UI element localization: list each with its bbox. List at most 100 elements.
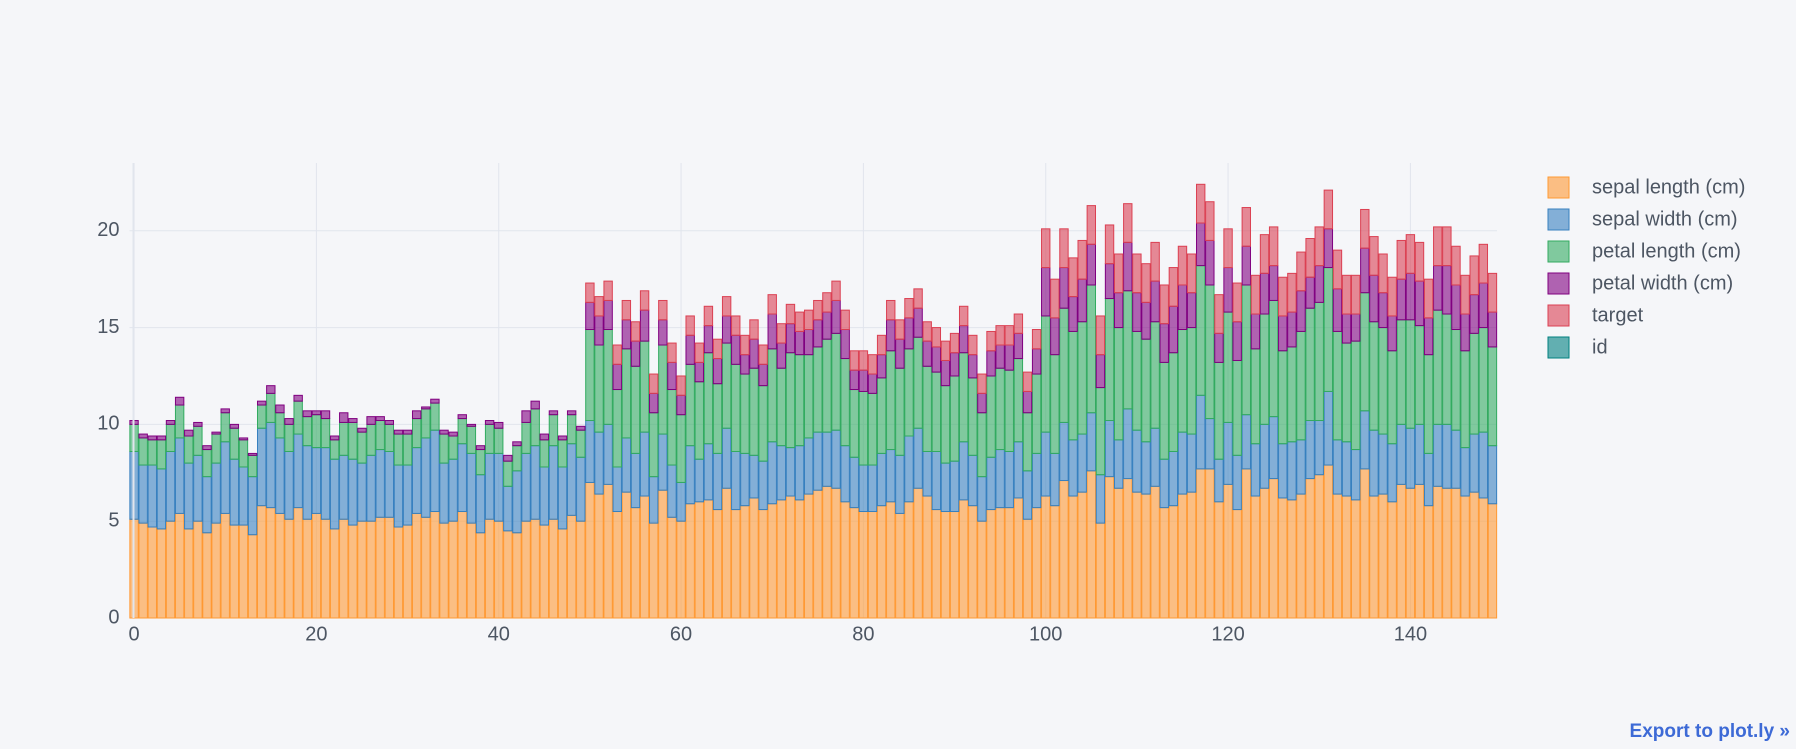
bar (1050, 278, 1060, 319)
y-tick-label: 0 (108, 606, 119, 628)
bar (986, 350, 996, 377)
bar (138, 464, 148, 524)
bar (329, 458, 340, 530)
bar (621, 348, 632, 439)
bar (521, 410, 531, 423)
bar (1305, 238, 1315, 278)
bar (275, 412, 285, 439)
bar (676, 520, 686, 619)
bar (676, 375, 686, 396)
bar (1451, 429, 1461, 489)
bar (1414, 241, 1425, 282)
bar (1168, 267, 1179, 307)
bar (1332, 330, 1343, 441)
bar (895, 512, 905, 619)
bar (1332, 249, 1343, 290)
bar (466, 522, 477, 619)
bar (393, 526, 404, 619)
bar (913, 487, 923, 619)
bar (813, 346, 823, 433)
bar (1123, 203, 1133, 243)
bar (1405, 487, 1416, 619)
bar (1205, 239, 1215, 286)
bar (302, 518, 312, 619)
bar (1287, 272, 1297, 313)
bar (1278, 276, 1288, 317)
bar (1250, 348, 1261, 445)
bar (1022, 412, 1033, 472)
bar (1059, 480, 1069, 619)
bar (202, 476, 212, 534)
bar (1031, 329, 1042, 350)
bar (512, 532, 522, 619)
bar (576, 456, 586, 522)
bar (594, 493, 604, 619)
bar (712, 509, 723, 619)
bar (229, 423, 240, 429)
bar (1196, 394, 1206, 470)
bar (411, 410, 422, 420)
bar (1433, 485, 1443, 619)
bar (256, 505, 267, 619)
bar (1031, 507, 1042, 619)
bar (548, 445, 559, 520)
bar (895, 367, 905, 456)
bar (949, 332, 960, 354)
bar (457, 511, 467, 619)
bar (1341, 274, 1352, 315)
bar (220, 512, 230, 619)
bar (1068, 439, 1078, 497)
bar (1433, 423, 1443, 487)
bar (1323, 267, 1334, 392)
x-tick-label: 20 (305, 623, 327, 645)
bar (1296, 439, 1306, 495)
bar (284, 518, 294, 619)
bar (603, 483, 613, 619)
bar (393, 429, 404, 435)
bar (1168, 305, 1179, 354)
bar (658, 489, 668, 619)
bar (703, 499, 714, 619)
bar (211, 431, 221, 435)
bar (1296, 290, 1306, 332)
bar (494, 421, 504, 429)
bar (712, 358, 723, 385)
bar (1159, 323, 1169, 363)
bar (858, 350, 869, 371)
bar (1268, 299, 1279, 418)
export-link[interactable]: Export to plot.ly » (1629, 721, 1790, 742)
bar (503, 530, 513, 619)
bar (1095, 474, 1106, 524)
bar (949, 460, 960, 513)
bar (594, 315, 604, 346)
bar (968, 334, 978, 356)
bar (822, 485, 832, 619)
bar (1378, 493, 1388, 619)
bar (849, 350, 859, 371)
bar (475, 474, 486, 534)
bar (1159, 284, 1169, 325)
bar (685, 315, 695, 336)
bar (1104, 420, 1115, 478)
bar (658, 299, 668, 321)
bar (1268, 478, 1279, 619)
bar (1433, 226, 1443, 267)
bar (1004, 450, 1014, 509)
bar (193, 454, 203, 522)
bar (165, 520, 176, 619)
bar (1031, 452, 1042, 509)
bar (1196, 183, 1206, 224)
bar (1259, 272, 1270, 315)
bar (494, 520, 504, 619)
bar (694, 501, 704, 619)
bar (484, 420, 495, 425)
bar (922, 495, 932, 619)
bar (521, 452, 531, 522)
bar (256, 400, 267, 406)
bar (174, 512, 185, 619)
bar (940, 359, 951, 387)
bar (1487, 346, 1498, 447)
bar (566, 414, 577, 445)
bar (1414, 483, 1425, 619)
bar (311, 414, 322, 449)
